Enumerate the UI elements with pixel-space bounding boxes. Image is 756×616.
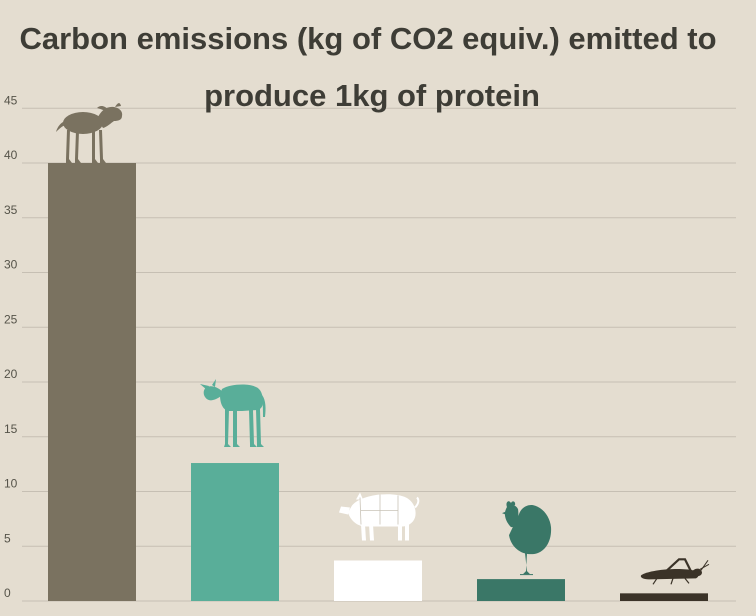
- bar-cricket: [620, 593, 708, 601]
- y-tick-label: 20: [4, 367, 18, 381]
- cow-icon: [200, 379, 266, 448]
- bar-layer: [48, 163, 708, 601]
- cricket-icon: [640, 558, 710, 585]
- bar-lamb: [48, 163, 136, 601]
- lamb-icon: [56, 103, 123, 163]
- y-tick-label: 0: [4, 586, 11, 600]
- y-tick-label: 35: [4, 203, 18, 217]
- y-tick-label: 45: [4, 93, 18, 107]
- pig-icon: [339, 492, 420, 541]
- y-tick-label: 15: [4, 422, 18, 436]
- grid-layer: 0 5 10 15 20 25 30 35 40 45: [4, 93, 736, 602]
- bar-cow: [191, 463, 279, 601]
- icon-layer: [56, 103, 710, 585]
- chicken-icon: [502, 501, 552, 576]
- bar-pig: [334, 560, 422, 601]
- chart-title-line-2: produce 1kg of protein: [204, 78, 540, 113]
- y-tick-label: 10: [4, 477, 18, 491]
- bar-chicken: [477, 579, 565, 601]
- y-tick-label: 40: [4, 148, 18, 162]
- y-tick-label: 30: [4, 258, 18, 272]
- y-tick-label: 25: [4, 312, 18, 326]
- chart-title: Carbon emissions (kg of CO2 equiv.) emit…: [19, 21, 716, 113]
- y-tick-label: 5: [4, 531, 11, 545]
- chart-title-line-1: Carbon emissions (kg of CO2 equiv.) emit…: [19, 21, 716, 56]
